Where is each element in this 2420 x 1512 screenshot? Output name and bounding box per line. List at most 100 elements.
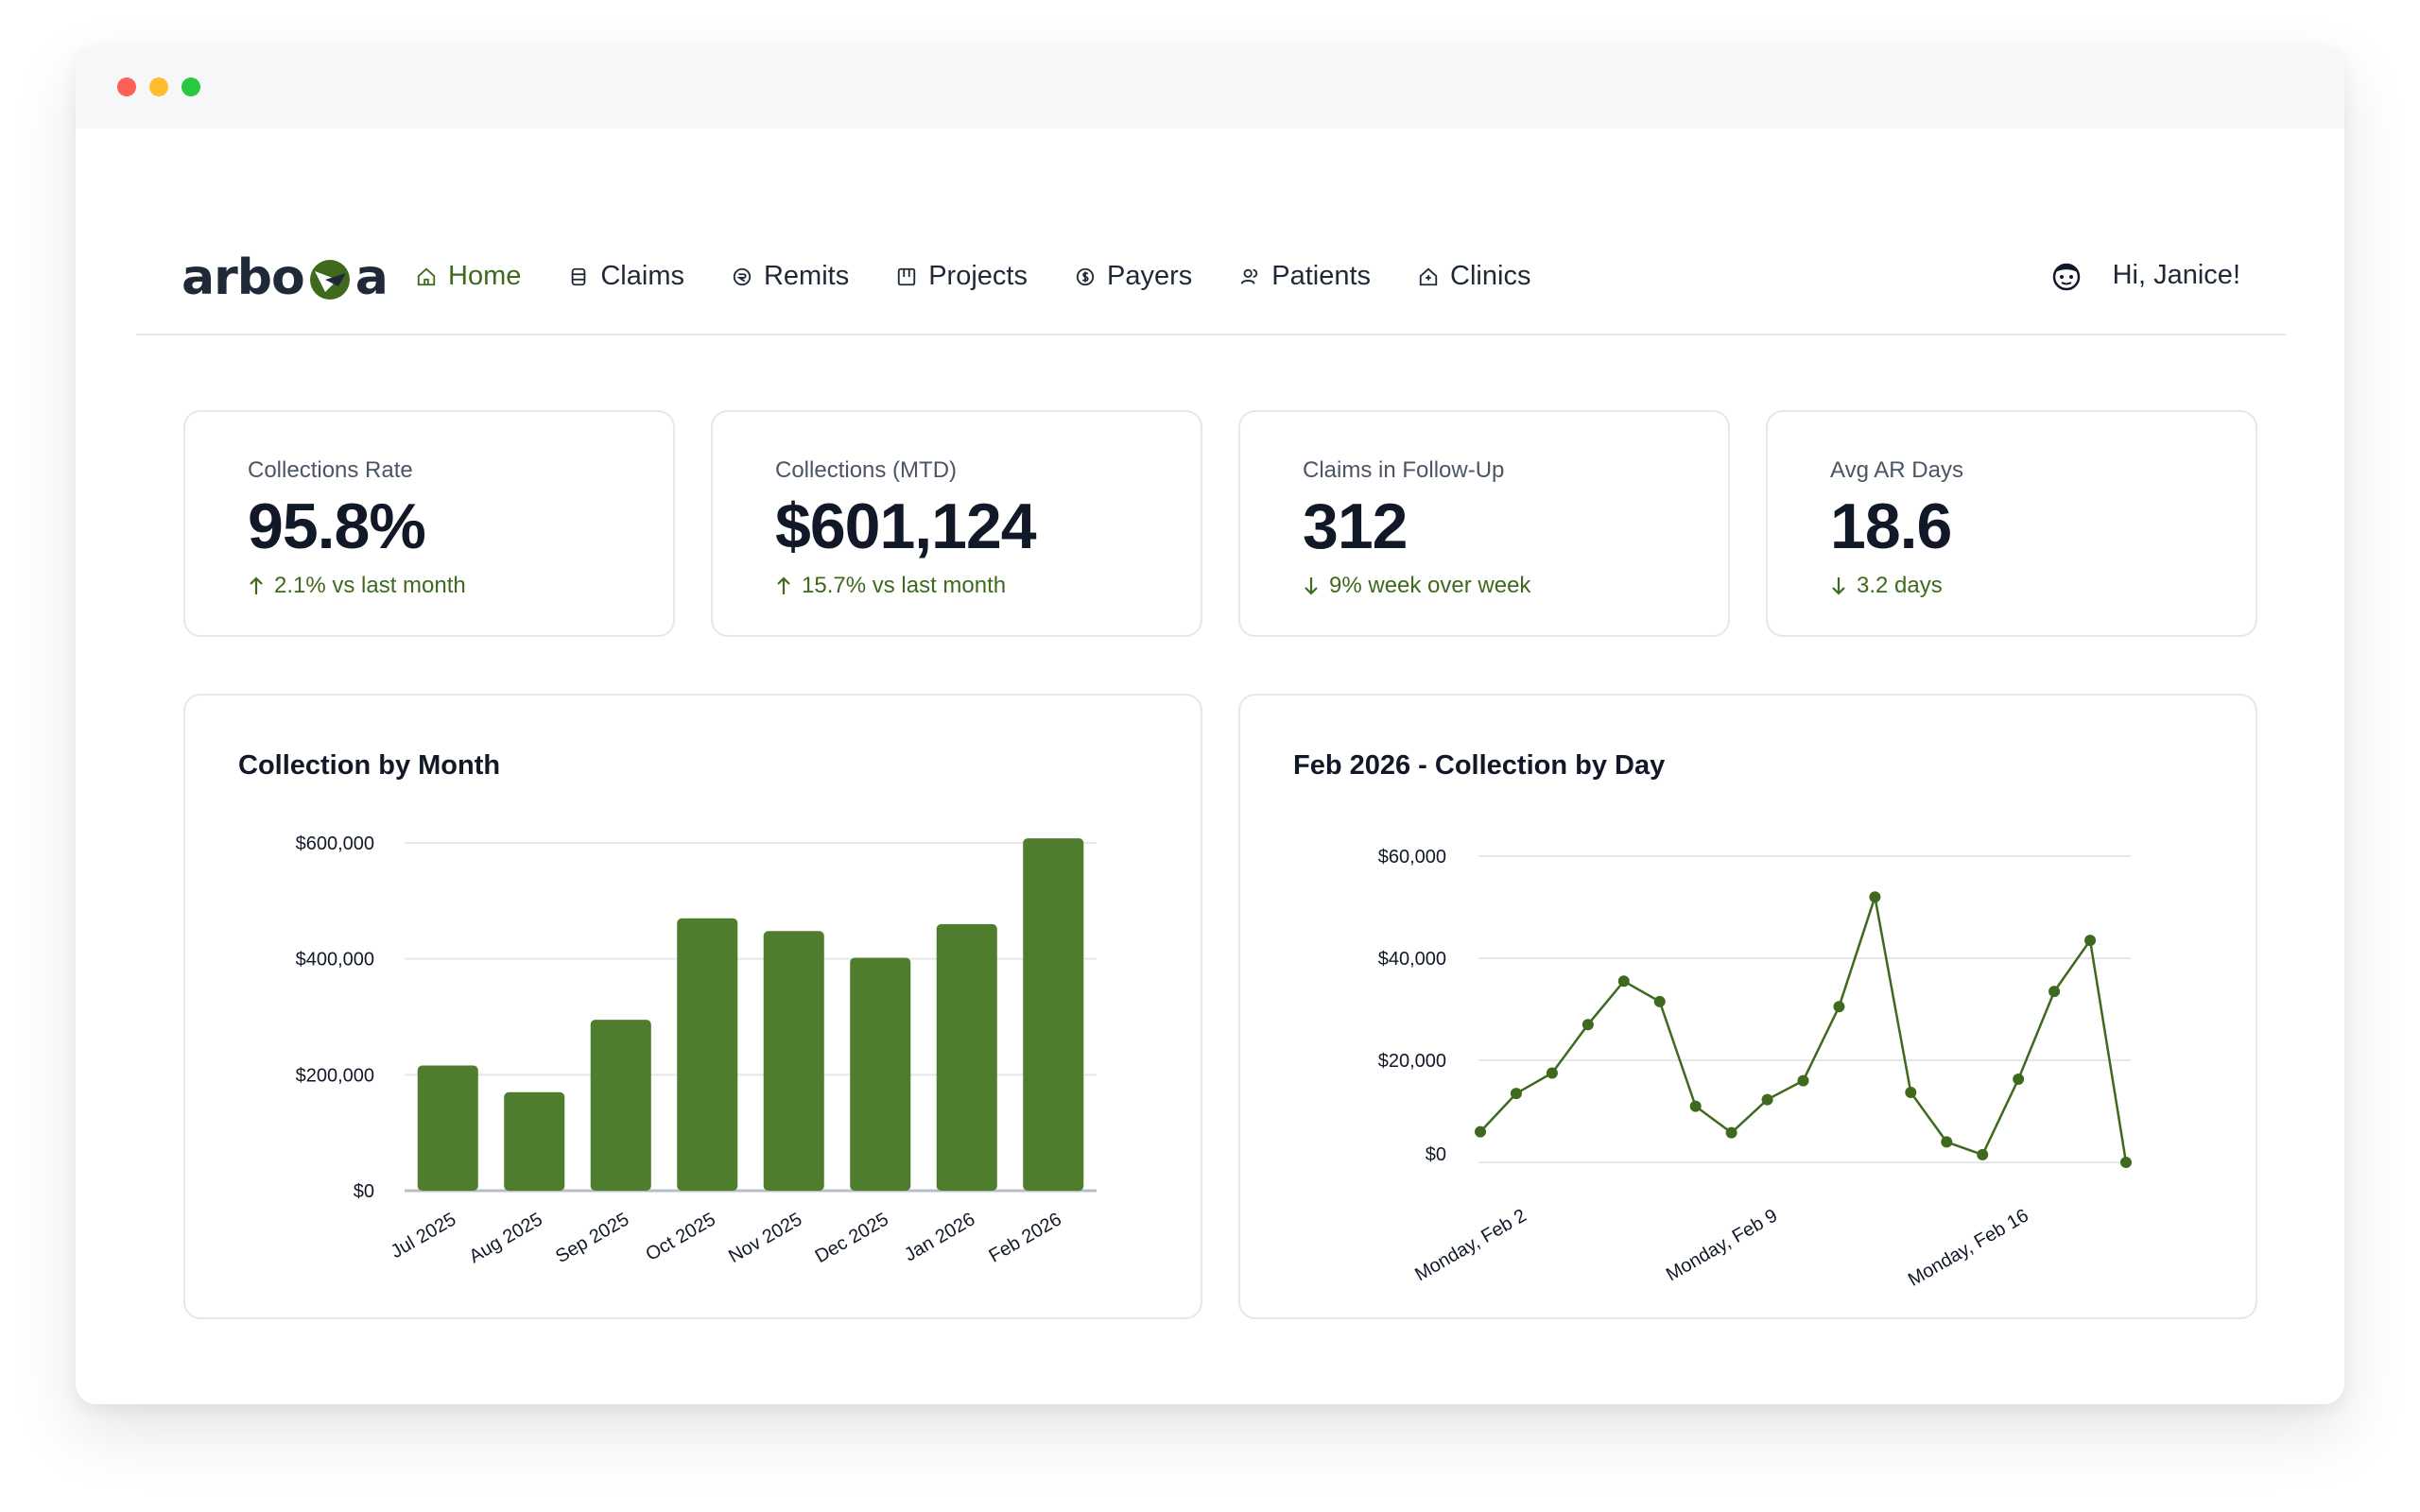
user-menu[interactable]: Hi, Janice! [2048,257,2240,293]
data-point [2013,1073,2025,1085]
kpi-value: 312 [1303,490,1408,562]
app-window: arbo a Home Claims [76,45,2344,1404]
data-point [1653,995,1666,1007]
data-point [1869,891,1881,903]
data-point [2048,986,2061,998]
nav-item-projects[interactable]: Projects [896,261,1028,292]
kpi-card-collections-mtd: Collections (MTD) $601,124 15.7% vs last… [711,410,1202,637]
collection-by-month-card: Collection by Month $0 $200,000 $400,000 $6… [183,694,1202,1319]
nav-label-projects: Projects [928,261,1028,291]
arrow-down-icon [1305,577,1318,595]
data-point [1977,1148,1989,1160]
main-nav: Home Claims Remits Projects [416,261,1578,292]
data-point [1941,1136,1953,1148]
zoom-window-button[interactable] [182,77,200,96]
kpi-card-collections-rate: Collections Rate 95.8% 2.1% vs last mont… [183,410,675,637]
data-point [1905,1087,1917,1099]
nav-item-payers[interactable]: Payers [1075,261,1192,292]
data-point [2120,1157,2132,1168]
logo-text-left: arbo [182,249,305,306]
minimize-window-button[interactable] [149,77,168,96]
data-point [2084,935,2097,947]
logo-text-right: a [354,249,389,306]
bar [504,1091,565,1191]
hospital-icon [1418,266,1439,287]
data-point [1546,1067,1558,1079]
y-tick-label: $200,000 [296,1065,374,1086]
kpi-value: 95.8% [248,490,426,562]
nav-item-clinics[interactable]: Clinics [1418,261,1530,292]
bar [763,931,824,1191]
x-tick-label: Monday, Feb 9 [1663,1205,1781,1285]
nav-label-clinics: Clinics [1450,261,1531,291]
kpi-delta: 2.1% vs last month [248,573,466,599]
kpi-delta-text: 3.2 days [1857,573,1943,598]
nav-item-patients[interactable]: Patients [1239,261,1371,292]
data-point [1617,975,1630,988]
x-tick-label: Monday, Feb 2 [1411,1205,1530,1285]
x-tick-label: Monday, Feb 16 [1905,1205,2032,1291]
top-navbar: arbo a Home Claims [136,197,2286,335]
kpi-card-claims-follow-up: Claims in Follow-Up 312 9% week over wee… [1238,410,1730,637]
data-point [1797,1074,1809,1087]
dollar-circle-icon [1075,266,1096,287]
bar [1023,838,1084,1191]
kpi-value: 18.6 [1830,490,1952,562]
nav-item-claims[interactable]: Claims [568,261,684,292]
x-tick-label: Feb 2026 [986,1209,1065,1266]
kpi-value: $601,124 [775,490,1037,562]
line-chart: $0 $20,000 $40,000 $60,000 Monday, Feb 2 Mond… [1378,847,2132,1291]
nav-label-home: Home [448,261,522,291]
arrow-down-icon [1832,577,1845,595]
y-tick-label: $20,000 [1378,1051,1446,1072]
home-icon [416,266,437,287]
arrow-up-icon [250,576,263,594]
y-tick-label: $0 [354,1181,374,1202]
nav-label-patients: Patients [1271,261,1372,291]
x-tick-label: Nov 2025 [725,1209,805,1267]
kanban-icon [896,266,917,287]
x-tick-label: Jul 2025 [388,1209,459,1263]
nav-label-remits: Remits [763,261,850,291]
y-tick-label: $600,000 [296,833,374,854]
data-point [1689,1100,1702,1112]
chart-title: Collection by Month [238,750,501,781]
close-window-button[interactable] [117,77,136,96]
logo-mark-icon [309,260,350,300]
kpi-delta: 9% week over week [1303,573,1530,599]
arrow-up-icon [777,576,790,594]
kpi-delta: 15.7% vs last month [775,573,1006,599]
x-tick-label: Dec 2025 [812,1209,892,1267]
series-line [1479,896,2128,1163]
y-tick-label: $40,000 [1378,949,1446,970]
bar [590,1020,651,1191]
database-icon [568,266,589,287]
data-point [1833,1001,1845,1013]
kpi-delta: 3.2 days [1830,573,1943,599]
chart-title: Feb 2026 - Collection by Day [1293,750,1666,781]
bar [677,918,738,1191]
arbora-logo[interactable]: arbo a [182,249,389,306]
receipt-icon [732,266,752,287]
kpi-label: Avg AR Days [1830,457,1963,483]
data-point [1582,1019,1594,1031]
kpi-label: Collections Rate [248,457,413,483]
kpi-label: Claims in Follow-Up [1303,457,1505,483]
nav-item-remits[interactable]: Remits [732,261,849,292]
data-point [1725,1126,1737,1139]
kpi-card-avg-ar-days: Avg AR Days 18.6 3.2 days [1766,410,2257,637]
y-tick-label: $60,000 [1378,847,1446,868]
x-tick-label: Oct 2025 [642,1209,718,1265]
avatar-icon [2052,263,2080,291]
x-tick-label: Sep 2025 [552,1209,632,1267]
data-point [1761,1093,1773,1106]
nav-label-payers: Payers [1106,261,1193,291]
data-point [1475,1125,1486,1138]
y-tick-label: $400,000 [296,950,374,971]
data-point [1510,1088,1522,1100]
collection-by-day-card: Feb 2026 - Collection by Day $0 $20,000 $4… [1238,694,2257,1319]
kpi-delta-text: 9% week over week [1329,573,1531,598]
nav-item-home[interactable]: Home [416,261,521,292]
bar [417,1065,478,1191]
x-tick-label: Aug 2025 [466,1209,546,1267]
